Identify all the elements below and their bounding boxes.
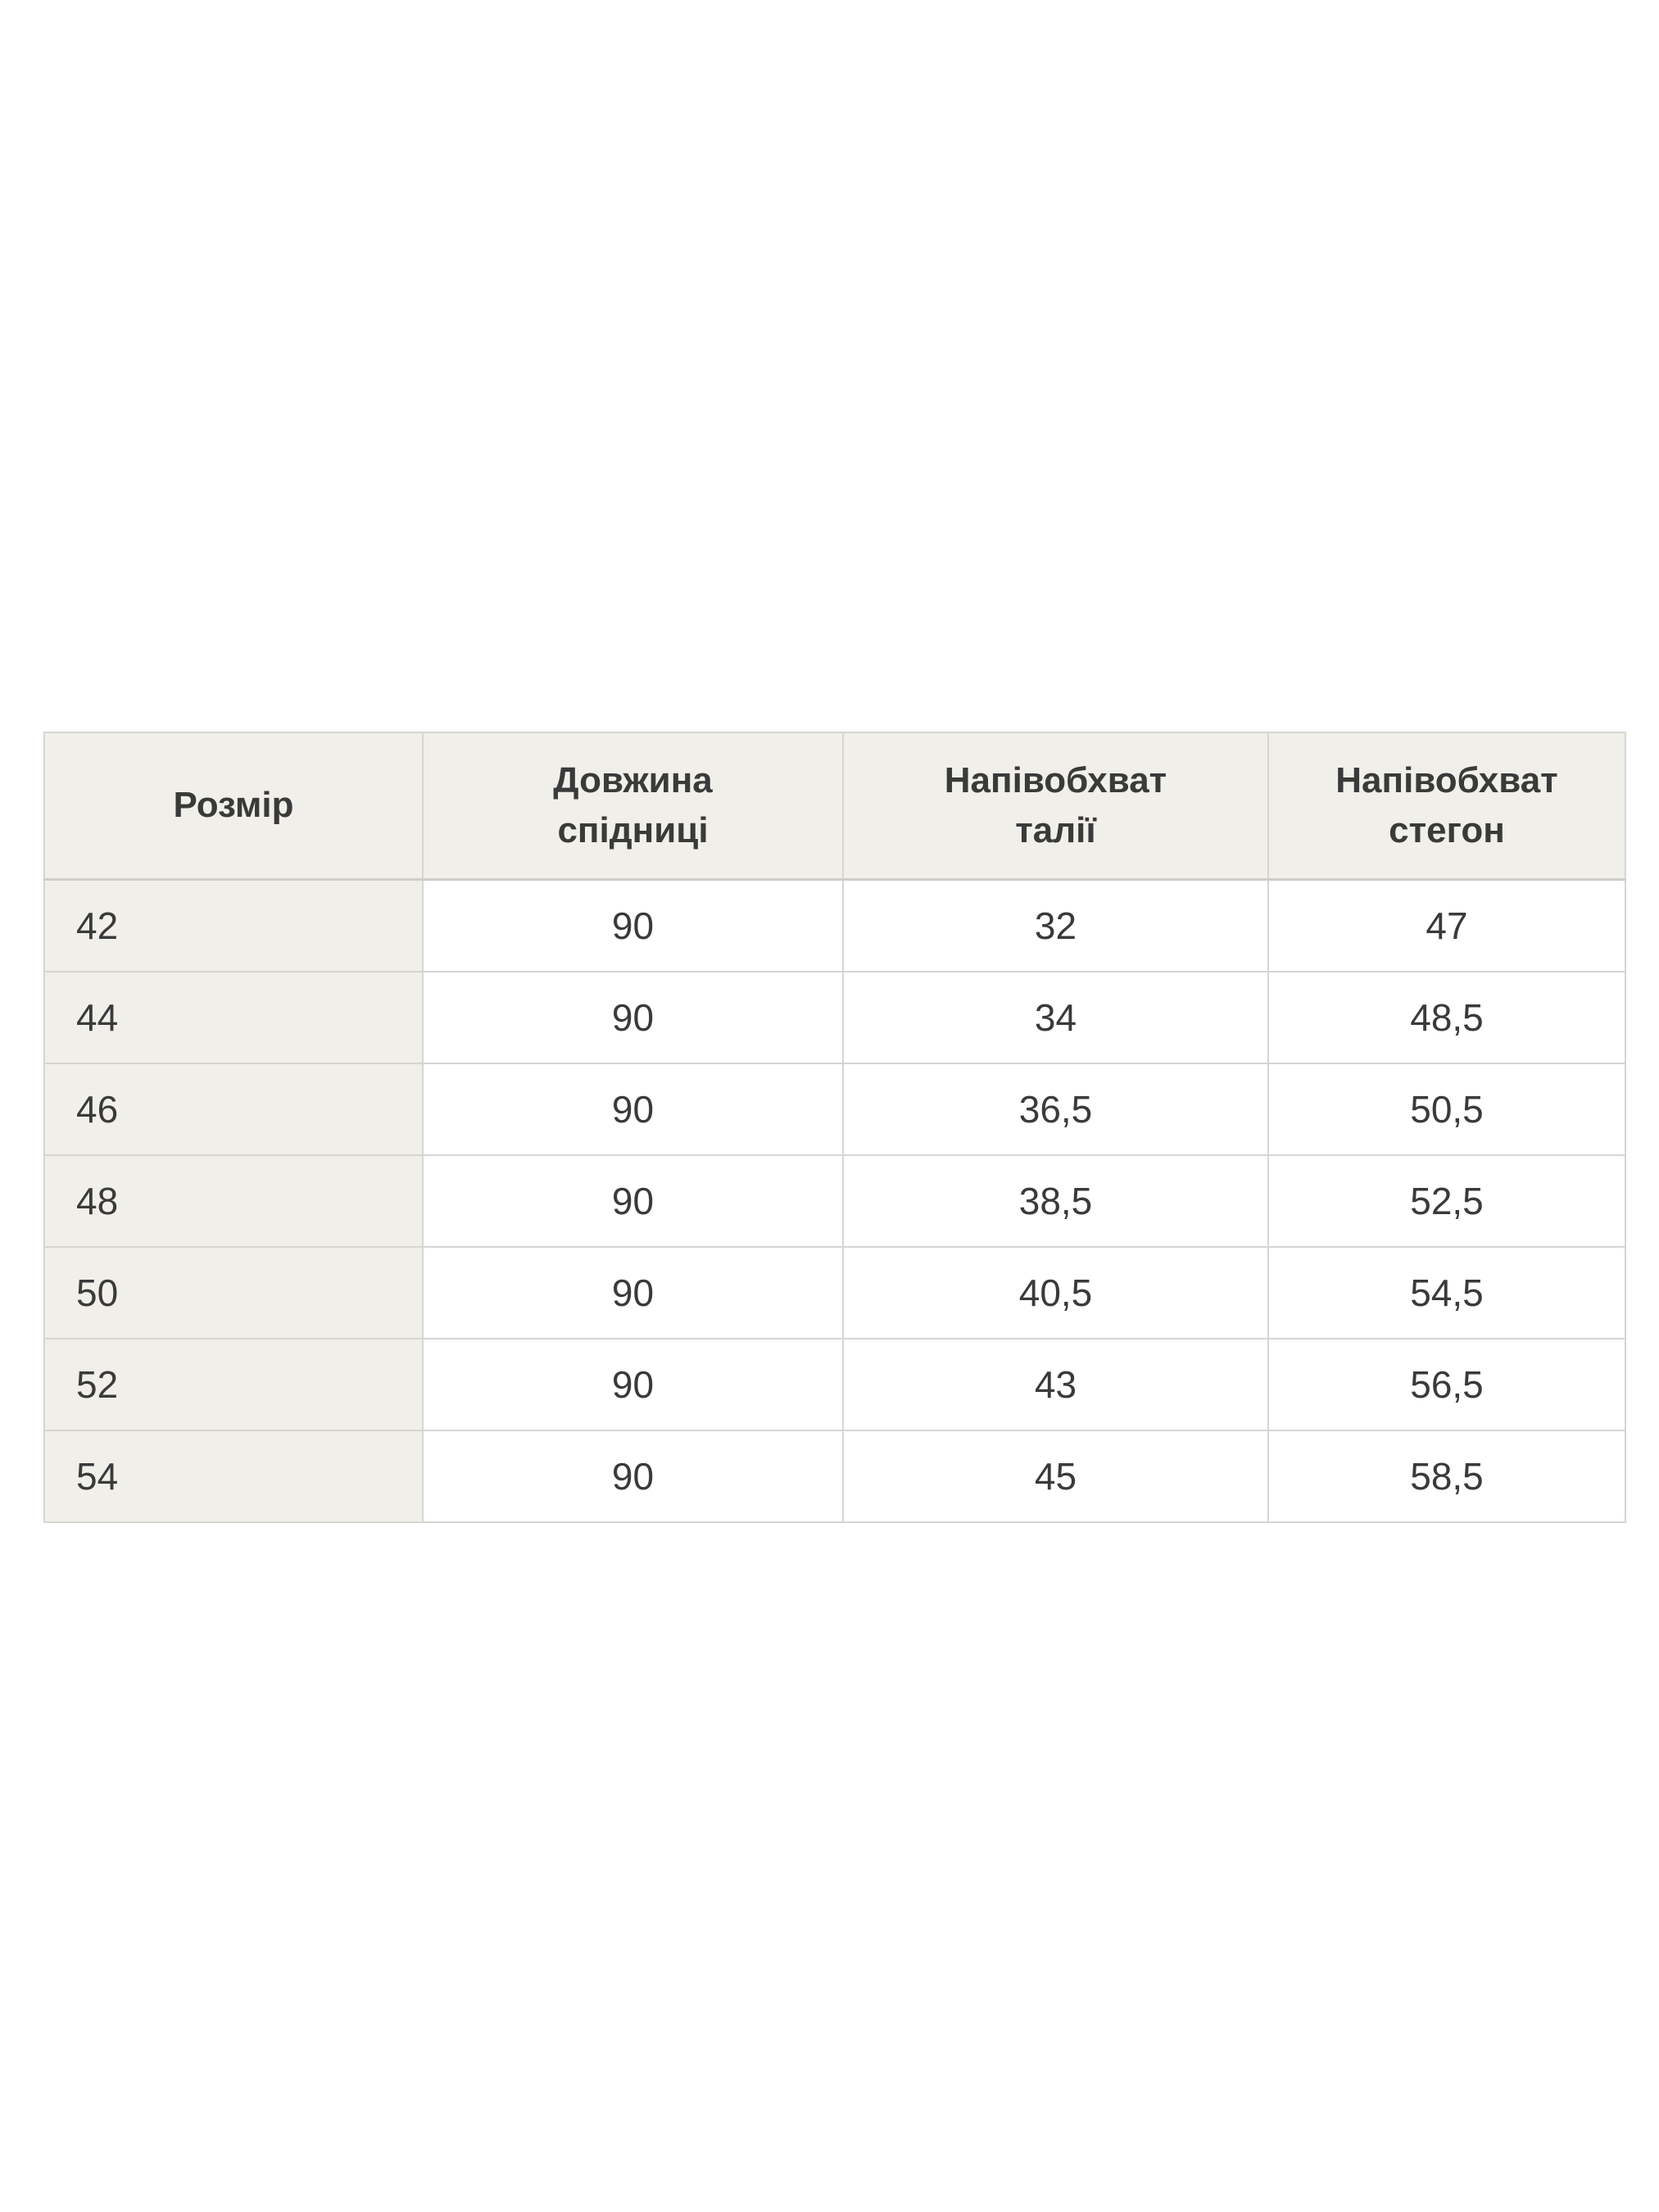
header-skirt-length: Довжина спідниці	[422, 732, 844, 881]
cell-half-hips: 56,5	[1267, 1338, 1626, 1431]
table-row: 46 90 36,5 50,5	[43, 1063, 1626, 1156]
header-half-waist: Напівобхват талії	[842, 732, 1269, 881]
cell-size: 42	[43, 878, 424, 972]
cell-skirt-length: 90	[422, 878, 844, 972]
cell-skirt-length: 90	[422, 1246, 844, 1339]
cell-half-waist: 36,5	[842, 1063, 1269, 1156]
table-row: 50 90 40,5 54,5	[43, 1246, 1626, 1339]
size-table: Розмір Довжина спідниці Напівобхват талі…	[43, 732, 1626, 1523]
header-size: Розмір	[43, 732, 424, 881]
cell-skirt-length: 90	[422, 1430, 844, 1523]
table-row: 44 90 34 48,5	[43, 971, 1626, 1064]
cell-half-hips: 52,5	[1267, 1154, 1626, 1248]
size-chart: Розмір Довжина спідниці Напівобхват талі…	[43, 732, 1626, 1523]
cell-half-waist: 38,5	[842, 1154, 1269, 1248]
cell-half-waist: 32	[842, 878, 1269, 972]
table-row: 54 90 45 58,5	[43, 1430, 1626, 1523]
cell-half-waist: 43	[842, 1338, 1269, 1431]
cell-size: 52	[43, 1338, 424, 1431]
cell-half-hips: 58,5	[1267, 1430, 1626, 1523]
cell-half-hips: 47	[1267, 878, 1626, 972]
cell-half-waist: 40,5	[842, 1246, 1269, 1339]
cell-size: 50	[43, 1246, 424, 1339]
table-row: 48 90 38,5 52,5	[43, 1154, 1626, 1248]
cell-skirt-length: 90	[422, 1338, 844, 1431]
table-row: 42 90 32 47	[43, 878, 1626, 972]
cell-size: 46	[43, 1063, 424, 1156]
cell-half-hips: 48,5	[1267, 971, 1626, 1064]
cell-half-waist: 45	[842, 1430, 1269, 1523]
cell-half-hips: 50,5	[1267, 1063, 1626, 1156]
size-table-body: 42 90 32 47 44 90 34 48,5 46 90 36,5 50,…	[43, 878, 1626, 1523]
cell-skirt-length: 90	[422, 971, 844, 1064]
cell-half-hips: 54,5	[1267, 1246, 1626, 1339]
cell-size: 48	[43, 1154, 424, 1248]
header-row: Розмір Довжина спідниці Напівобхват талі…	[43, 732, 1626, 881]
table-row: 52 90 43 56,5	[43, 1338, 1626, 1431]
cell-half-waist: 34	[842, 971, 1269, 1064]
cell-size: 44	[43, 971, 424, 1064]
cell-size: 54	[43, 1430, 424, 1523]
size-table-header: Розмір Довжина спідниці Напівобхват талі…	[43, 732, 1626, 881]
cell-skirt-length: 90	[422, 1063, 844, 1156]
cell-skirt-length: 90	[422, 1154, 844, 1248]
header-half-hips: Напівобхват стегон	[1267, 732, 1626, 881]
